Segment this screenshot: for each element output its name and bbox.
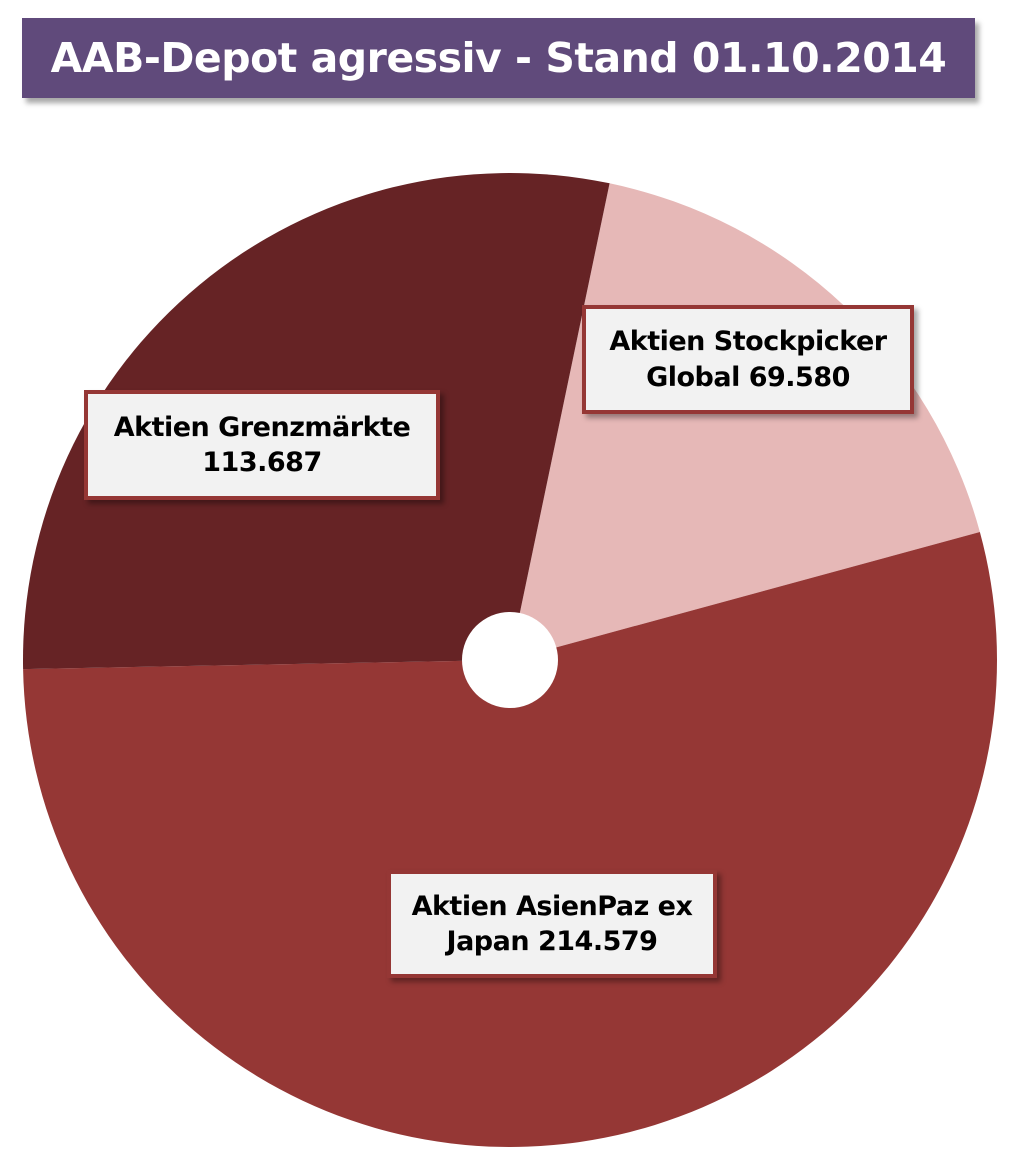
data-label-line: Japan 214.579 (446, 926, 658, 957)
data-label-line: Aktien Grenzmärkte (113, 411, 411, 443)
data-label-asienpaz: Aktien AsienPaz ex Japan 214.579 (387, 870, 717, 978)
slice-asienpaz (23, 531, 998, 1148)
data-label-line: Aktien Stockpicker (609, 326, 887, 358)
data-label-line: Global 69.580 (646, 361, 850, 393)
data-label-line: 113.687 (202, 447, 322, 478)
data-label-grenzmaerkte: Aktien Grenzmärkte 113.687 (84, 390, 440, 500)
chart-title: AAB-Depot agressiv - Stand 01.10.2014 (22, 18, 975, 98)
data-label-line: Aktien AsienPaz ex (411, 890, 693, 922)
center-hole (462, 612, 558, 708)
slice-stockpicker (510, 183, 980, 661)
data-label-stockpicker: Aktien Stockpicker Global 69.580 (582, 305, 914, 414)
